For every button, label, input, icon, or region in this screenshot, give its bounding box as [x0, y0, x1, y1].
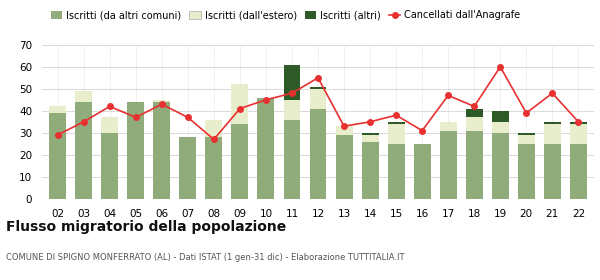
- Bar: [466, 130, 482, 199]
- Bar: [101, 133, 118, 199]
- Bar: [440, 122, 457, 130]
- Bar: [257, 98, 274, 199]
- Bar: [388, 124, 404, 144]
- Bar: [284, 100, 301, 120]
- Bar: [388, 122, 404, 124]
- Bar: [492, 133, 509, 199]
- Bar: [49, 106, 66, 113]
- Bar: [101, 117, 118, 133]
- Text: COMUNE DI SPIGNO MONFERRATO (AL) - Dati ISTAT (1 gen-31 dic) - Elaborazione TUTT: COMUNE DI SPIGNO MONFERRATO (AL) - Dati …: [6, 253, 404, 262]
- Bar: [518, 135, 535, 144]
- Bar: [335, 135, 353, 199]
- Bar: [362, 135, 379, 142]
- Bar: [492, 111, 509, 122]
- Bar: [492, 122, 509, 133]
- Bar: [75, 102, 92, 199]
- Bar: [570, 144, 587, 199]
- Legend: Iscritti (da altri comuni), Iscritti (dall'estero), Iscritti (altri), Cancellati: Iscritti (da altri comuni), Iscritti (da…: [47, 6, 524, 24]
- Bar: [127, 102, 144, 199]
- Bar: [440, 130, 457, 199]
- Bar: [49, 113, 66, 199]
- Bar: [466, 109, 482, 117]
- Bar: [232, 124, 248, 199]
- Bar: [335, 126, 353, 135]
- Bar: [518, 144, 535, 199]
- Bar: [388, 144, 404, 199]
- Bar: [518, 133, 535, 135]
- Bar: [362, 142, 379, 199]
- Bar: [179, 137, 196, 199]
- Bar: [362, 133, 379, 135]
- Bar: [232, 84, 248, 124]
- Bar: [310, 89, 326, 109]
- Bar: [284, 120, 301, 199]
- Text: Flusso migratorio della popolazione: Flusso migratorio della popolazione: [6, 220, 286, 234]
- Bar: [75, 91, 92, 102]
- Bar: [570, 124, 587, 144]
- Bar: [570, 122, 587, 124]
- Bar: [154, 102, 170, 199]
- Bar: [544, 144, 561, 199]
- Bar: [413, 144, 431, 199]
- Bar: [154, 100, 170, 102]
- Bar: [544, 124, 561, 144]
- Bar: [544, 122, 561, 124]
- Bar: [466, 117, 482, 130]
- Bar: [284, 65, 301, 100]
- Bar: [310, 87, 326, 89]
- Bar: [310, 109, 326, 199]
- Bar: [205, 137, 223, 199]
- Bar: [205, 120, 223, 137]
